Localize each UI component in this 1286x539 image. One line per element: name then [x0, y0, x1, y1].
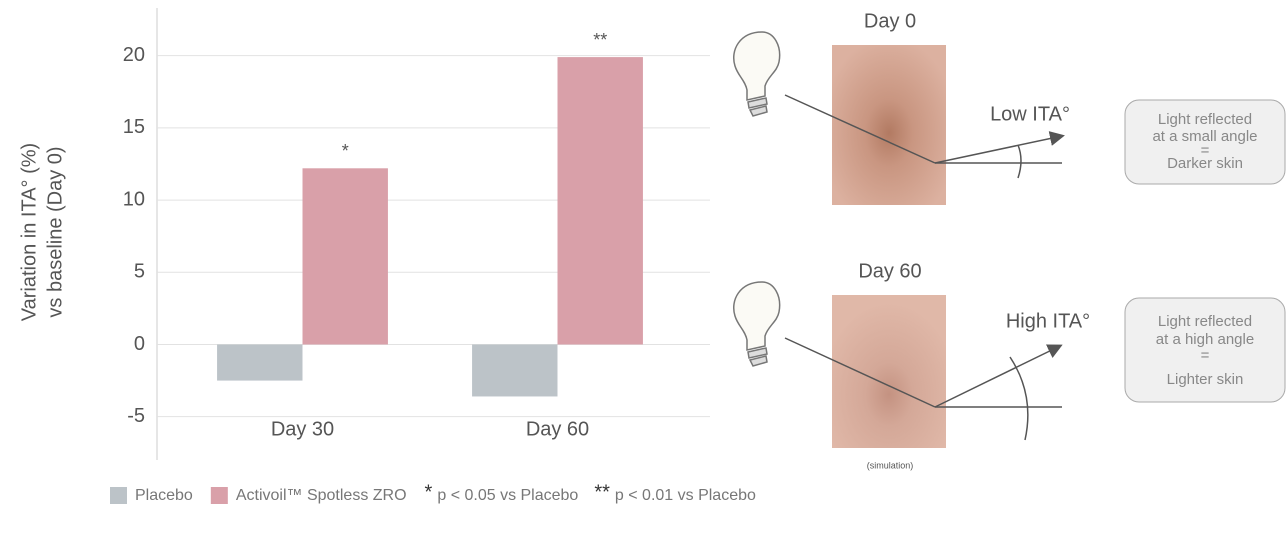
legend-label: Placebo — [135, 487, 193, 504]
illustration — [733, 31, 1286, 448]
legend-swatch — [110, 487, 127, 504]
bulb-icon — [733, 281, 781, 367]
legend-swatch — [210, 487, 228, 504]
panel-label: High ITA° — [1006, 310, 1090, 332]
note: (simulation) — [867, 460, 914, 470]
panel-title: Day 60 — [858, 260, 921, 282]
reflected-ray — [934, 344, 1063, 408]
box-text: at a small angle — [1152, 128, 1257, 145]
significance-mark: ** — [593, 30, 607, 50]
y-tick-label: 0 — [134, 333, 145, 355]
bar — [557, 57, 643, 345]
info-box — [1124, 99, 1286, 185]
x-tick-label: Day 60 — [526, 418, 589, 440]
skin-image — [832, 295, 946, 448]
box-text: at a high angle — [1156, 331, 1254, 348]
bulb-icon — [733, 31, 781, 117]
y-axis-label: vs baseline (Day 0) — [44, 146, 66, 317]
info-box — [1124, 297, 1286, 403]
light-ray — [784, 337, 936, 408]
panel-label: Low ITA° — [990, 103, 1070, 125]
skin-image — [832, 45, 946, 205]
y-tick-label: 15 — [123, 116, 145, 138]
y-axis-label: Variation in ITA° (%) — [18, 143, 40, 321]
angle-arc — [1009, 356, 1029, 441]
footnote-symbol: * — [425, 481, 433, 503]
light-ray — [784, 94, 936, 164]
y-tick-label: 10 — [123, 188, 145, 210]
bar — [302, 168, 388, 345]
footnote-symbol: ** — [594, 481, 610, 503]
box-text: Darker skin — [1167, 155, 1243, 172]
significance-mark: * — [342, 141, 349, 161]
x-tick-label: Day 30 — [271, 418, 334, 440]
legend-label: Activoil™ Spotless ZRO — [236, 487, 407, 504]
y-tick-label: -5 — [127, 405, 145, 427]
angle-arc — [1017, 144, 1022, 179]
bar — [472, 344, 558, 397]
box-text: Light reflected — [1158, 111, 1252, 128]
box-text: Lighter skin — [1167, 371, 1244, 388]
y-tick-label: 5 — [134, 261, 145, 283]
panel-title: Day 0 — [864, 10, 916, 32]
box-text: Light reflected — [1158, 313, 1252, 330]
footnote-text: p < 0.05 vs Placebo — [437, 487, 578, 504]
box-text: = — [1201, 142, 1210, 159]
bar — [217, 344, 303, 381]
y-tick-label: 20 — [123, 44, 145, 66]
box-text: = — [1201, 347, 1210, 364]
footnote-text: p < 0.01 vs Placebo — [615, 487, 756, 504]
reflected-ray — [934, 131, 1065, 164]
